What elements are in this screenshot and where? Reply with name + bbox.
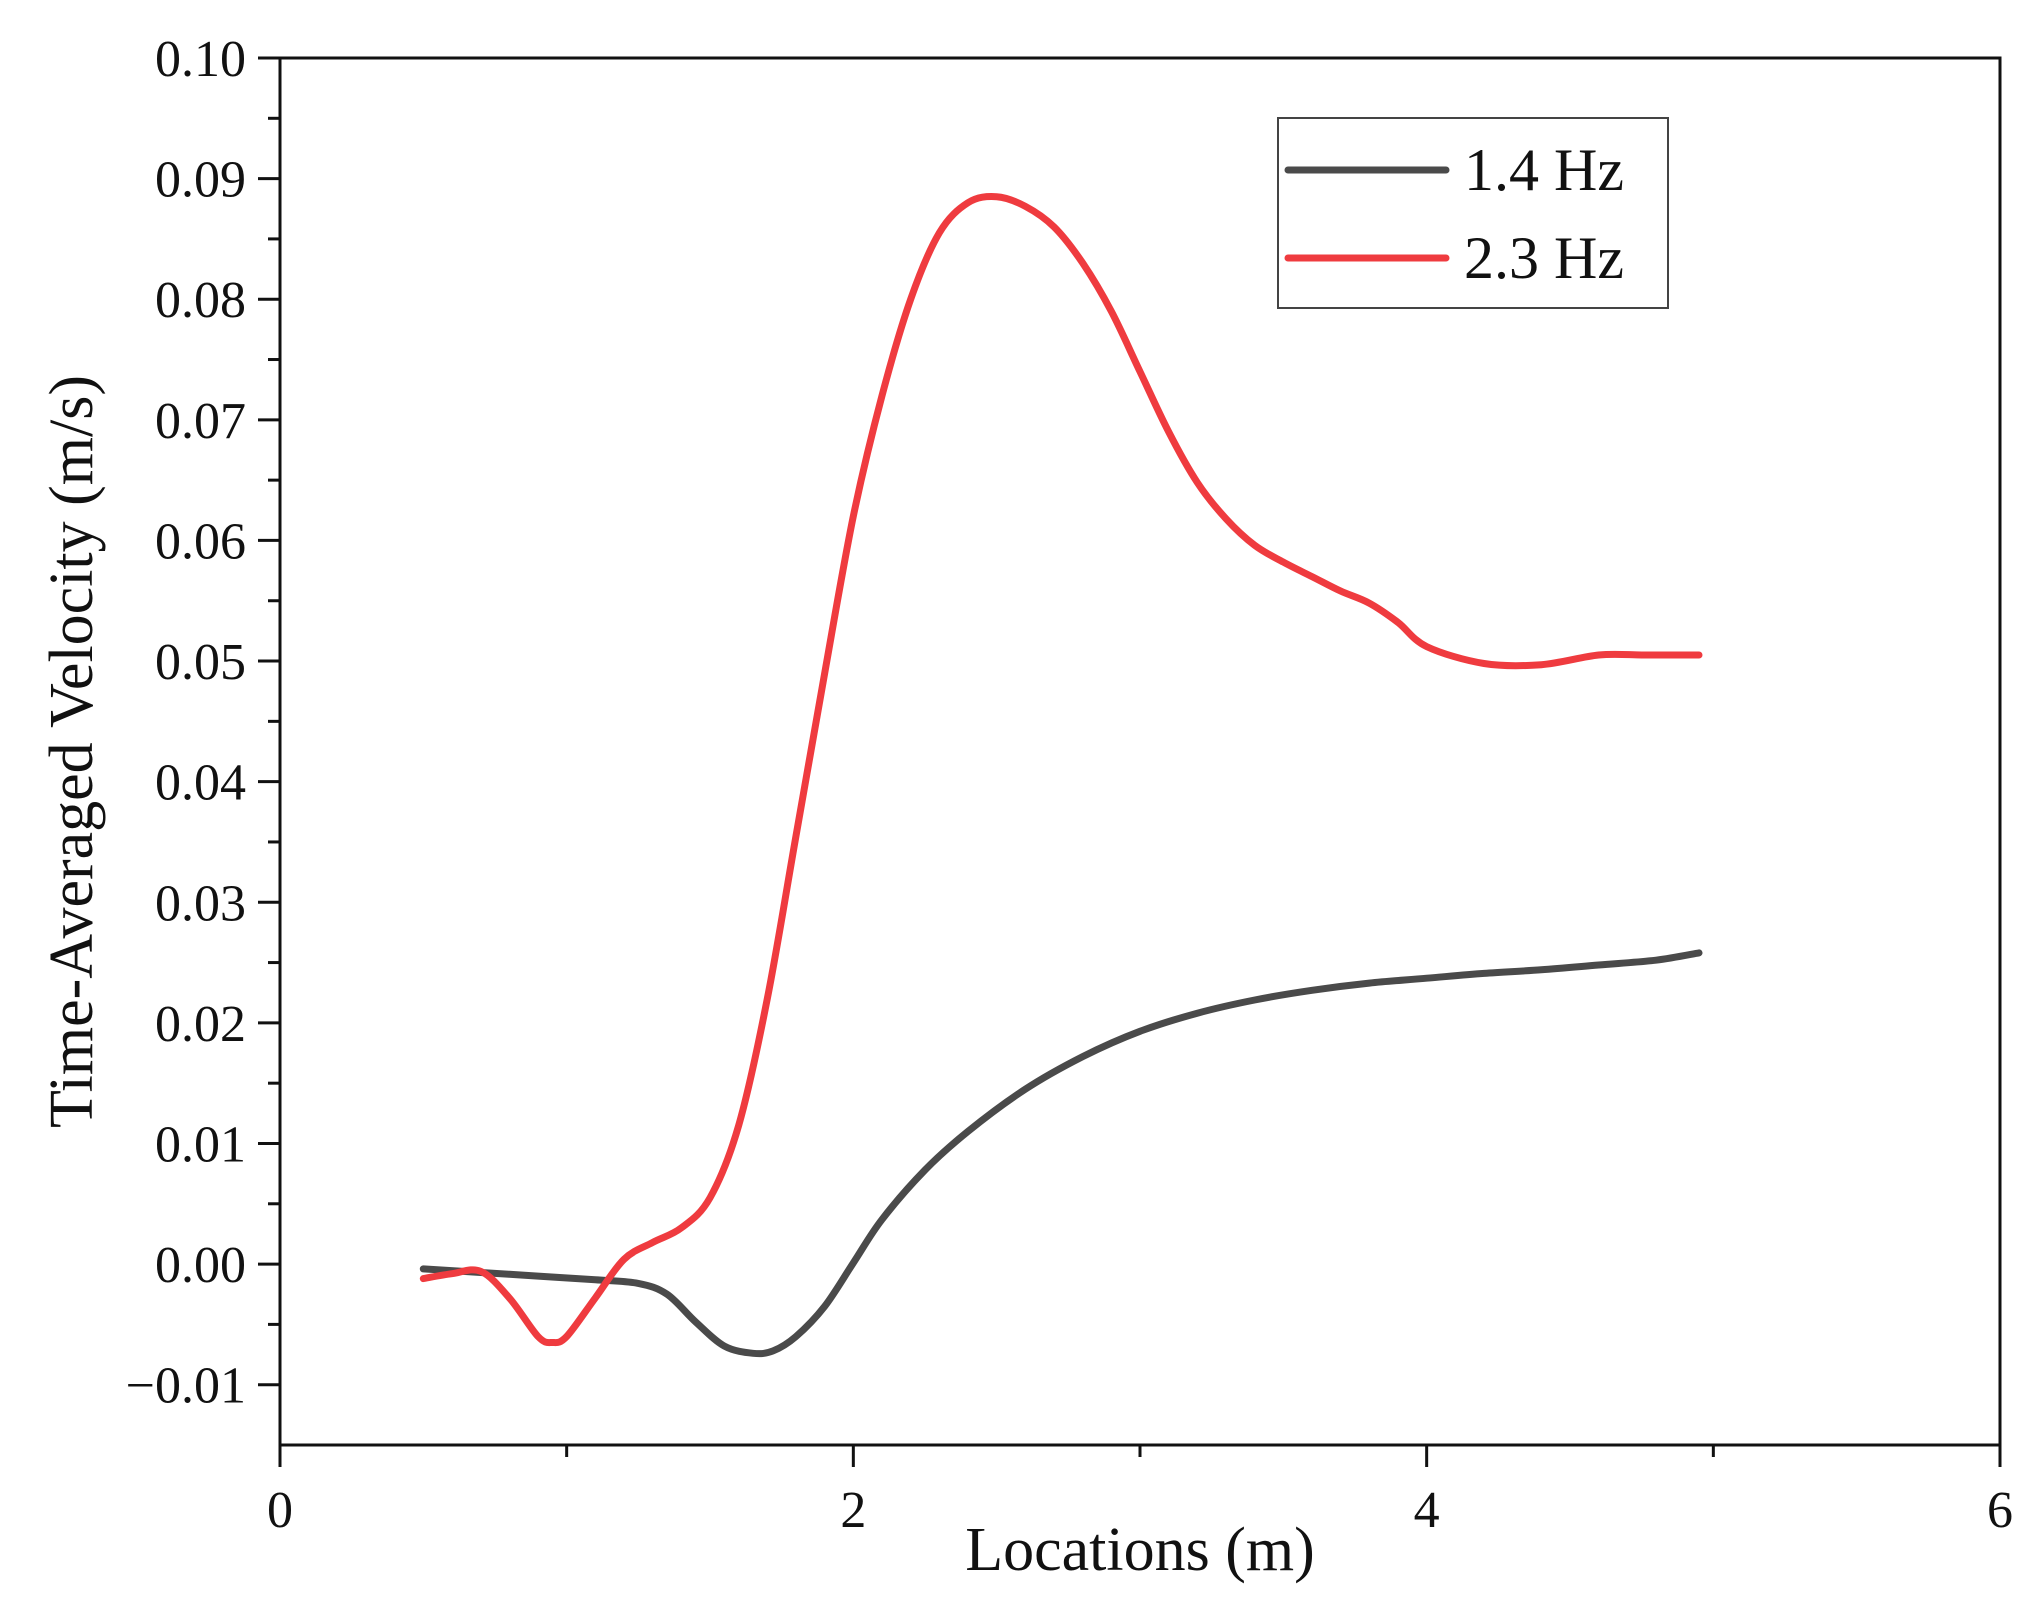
series-line-2-3-hz <box>419 193 1703 1347</box>
legend: 1.4 Hz 2.3 Hz <box>1277 117 1669 309</box>
legend-box <box>1277 117 1669 309</box>
y-tick-label: 0.10 <box>155 31 246 88</box>
legend-label: 1.4 Hz <box>1464 137 1624 203</box>
y-tick-label: 0.04 <box>155 755 246 812</box>
y-tick-label: 0.03 <box>155 875 246 932</box>
y-tick-label: 0.00 <box>155 1237 246 1294</box>
legend-label: 2.3 Hz <box>1464 225 1624 291</box>
x-tick-label: 0 <box>267 1482 293 1539</box>
y-tick-label: 0.08 <box>155 272 246 329</box>
y-tick-label: −0.01 <box>126 1358 246 1415</box>
series-line-1-4-hz <box>419 949 1703 1358</box>
y-tick-label: 0.01 <box>155 1116 246 1173</box>
plot-frame <box>278 56 2002 1447</box>
axis-layer: 0 2 4 6 −0.01 0.00 0.01 0.02 0.03 0.04 0.05 0.06 0.0… <box>126 31 2013 1539</box>
y-tick-label: 0.05 <box>155 634 246 691</box>
y-axis-title: Time-Averaged Velocity (m/s) <box>38 375 106 1128</box>
series-layer <box>419 193 1703 1358</box>
y-tick-label: 0.06 <box>155 513 246 570</box>
x-axis-title: Locations (m) <box>965 1516 1315 1584</box>
label-layer: Locations (m) Time-Averaged Velocity (m/… <box>38 375 1315 1584</box>
y-tick-label: 0.09 <box>155 152 246 209</box>
x-tick-label: 4 <box>1414 1482 1440 1539</box>
y-tick-label: 0.07 <box>155 393 246 450</box>
x-tick-label: 2 <box>840 1482 866 1539</box>
x-tick-label: 6 <box>1987 1482 2013 1539</box>
y-tick-label: 0.02 <box>155 996 246 1053</box>
